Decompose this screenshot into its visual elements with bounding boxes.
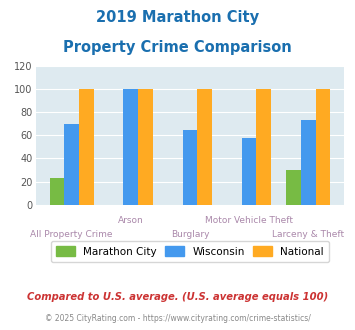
Bar: [138, 89, 153, 205]
Bar: [286, 170, 301, 205]
Text: © 2025 CityRating.com - https://www.cityrating.com/crime-statistics/: © 2025 CityRating.com - https://www.city…: [45, 314, 310, 323]
Text: Burglary: Burglary: [171, 230, 209, 239]
Bar: [50, 178, 64, 205]
Bar: [242, 138, 256, 205]
Bar: [182, 129, 197, 205]
Text: Arson: Arson: [118, 216, 144, 225]
Text: 2019 Marathon City: 2019 Marathon City: [96, 10, 259, 25]
Bar: [124, 89, 138, 205]
Bar: [256, 89, 271, 205]
Bar: [79, 89, 94, 205]
Text: Motor Vehicle Theft: Motor Vehicle Theft: [205, 216, 293, 225]
Bar: [197, 89, 212, 205]
Bar: [316, 89, 330, 205]
Text: Larceny & Theft: Larceny & Theft: [272, 230, 344, 239]
Bar: [64, 124, 79, 205]
Text: All Property Crime: All Property Crime: [31, 230, 113, 239]
Text: Compared to U.S. average. (U.S. average equals 100): Compared to U.S. average. (U.S. average …: [27, 292, 328, 302]
Bar: [301, 120, 316, 205]
Text: Property Crime Comparison: Property Crime Comparison: [63, 40, 292, 54]
Legend: Marathon City, Wisconsin, National: Marathon City, Wisconsin, National: [51, 241, 329, 262]
